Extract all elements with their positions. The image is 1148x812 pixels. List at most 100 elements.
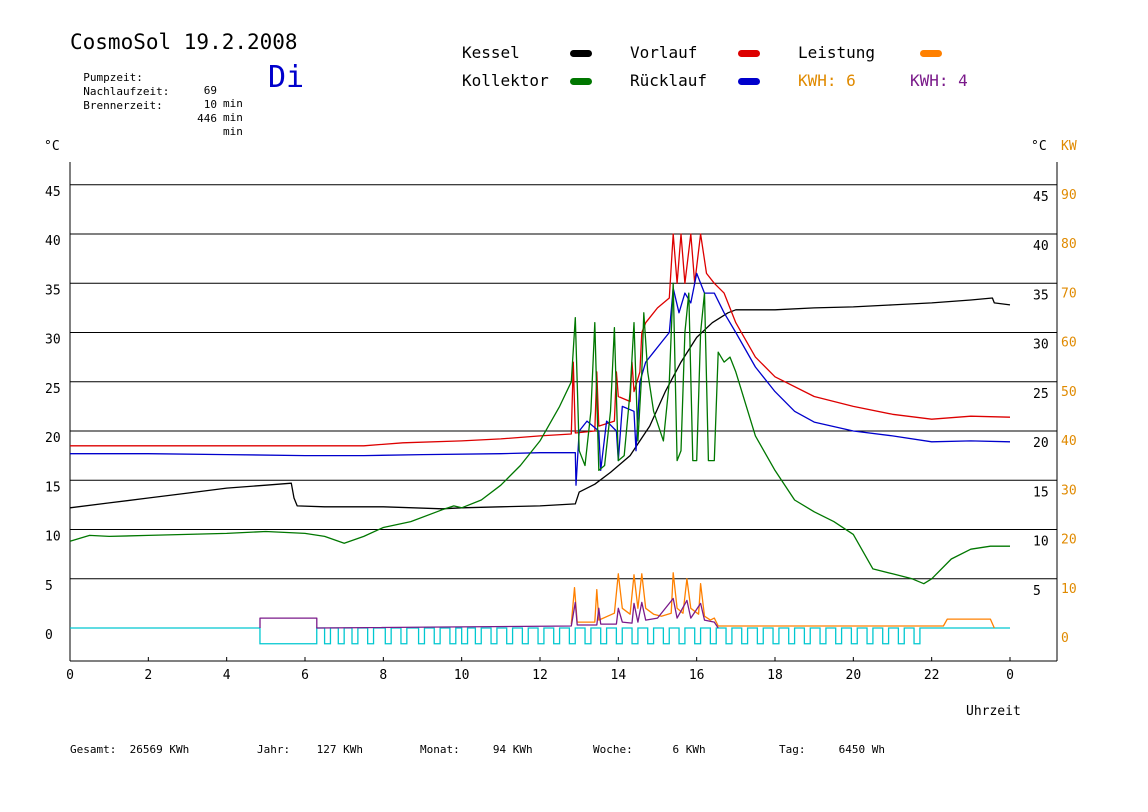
x-tick-label: 8 bbox=[379, 668, 387, 683]
y-tick-label-kw: 90 bbox=[1061, 188, 1077, 203]
stat-unit: min bbox=[223, 111, 243, 124]
series-kessel bbox=[69, 297, 1011, 510]
series-leistung bbox=[570, 572, 995, 629]
y-axis-label-left: °C bbox=[44, 139, 60, 154]
footer-gesamt: Gesamt: 26569 KWh bbox=[70, 743, 189, 756]
series-kollektor bbox=[69, 282, 1010, 585]
x-axis-label: Uhrzeit bbox=[966, 704, 1021, 719]
footer-jahr: Jahr: 127 KWh bbox=[257, 743, 363, 756]
y-tick-label-left: 5 bbox=[45, 579, 53, 594]
stat-label: Brennerzeit: bbox=[83, 99, 163, 112]
series-vorlauf bbox=[70, 233, 1011, 447]
legend-ruecklauf-swatch bbox=[738, 78, 760, 85]
x-tick-label: 18 bbox=[767, 668, 783, 683]
footer-label: Woche: bbox=[593, 743, 633, 756]
stat-label: Nachlaufzeit: bbox=[83, 85, 170, 98]
footer-woche: Woche: 6 KWh bbox=[593, 743, 706, 756]
series-kwh-purple bbox=[259, 597, 719, 629]
y-axis-label-right: °C bbox=[1031, 139, 1047, 154]
legend-kessel-swatch bbox=[570, 50, 592, 57]
y-tick-label-right: 20 bbox=[1033, 436, 1049, 451]
y-tick-label-left: 15 bbox=[45, 480, 61, 495]
footer-value: 127 KWh bbox=[316, 743, 363, 756]
footer-tag: Tag: 6450 Wh bbox=[779, 743, 885, 756]
y-tick-label-left: 40 bbox=[45, 234, 61, 249]
footer-value: 6 KWh bbox=[672, 743, 706, 756]
x-tick-label: 14 bbox=[611, 668, 627, 683]
footer-monat: Monat: 94 KWh bbox=[420, 743, 533, 756]
y-tick-label-right: 35 bbox=[1033, 288, 1049, 303]
stat-nachlaufzeit: Nachlaufzeit: 10 min bbox=[70, 72, 243, 124]
y-tick-label-kw: 20 bbox=[1061, 533, 1077, 548]
y-tick-label-kw: 60 bbox=[1061, 336, 1077, 351]
y-tick-label-right: 40 bbox=[1033, 239, 1049, 254]
stat-pumpzeit: Pumpzeit: 69 min bbox=[70, 58, 243, 110]
legend-kwh-purple: KWH: 4 bbox=[910, 71, 968, 90]
series-line bbox=[69, 282, 1010, 585]
weekday-label: Di bbox=[268, 60, 305, 95]
x-tick-label: 0 bbox=[1006, 668, 1014, 683]
x-tick-label: 12 bbox=[532, 668, 548, 683]
stat-label: Pumpzeit: bbox=[83, 71, 143, 84]
y-axis-label-kw: KW bbox=[1061, 139, 1077, 154]
legend-leistung-swatch bbox=[920, 50, 942, 57]
x-tick-label: 16 bbox=[689, 668, 705, 683]
y-tick-label-right: 5 bbox=[1033, 584, 1041, 599]
footer-label: Monat: bbox=[420, 743, 460, 756]
y-tick-label-kw: 30 bbox=[1061, 483, 1077, 498]
y-tick-label-left: 35 bbox=[45, 283, 61, 298]
y-tick-label-left: 45 bbox=[45, 185, 61, 200]
legend-kwh-orange: KWH: 6 bbox=[798, 71, 856, 90]
legend-kollektor-label: Kollektor bbox=[462, 71, 549, 90]
y-tick-label-right: 15 bbox=[1033, 485, 1049, 500]
legend-vorlauf-swatch bbox=[738, 50, 760, 57]
y-tick-label-right: 45 bbox=[1033, 190, 1049, 205]
series-line bbox=[70, 272, 1011, 486]
y-tick-label-kw: 10 bbox=[1061, 582, 1077, 597]
stat-value: 446 bbox=[197, 112, 217, 125]
pump-trace bbox=[70, 627, 1010, 645]
y-tick-label-left: 30 bbox=[45, 333, 61, 348]
chart-title: CosmoSol 19.2.2008 bbox=[70, 30, 298, 54]
stat-value: 69 bbox=[203, 84, 217, 97]
x-tick-label: 10 bbox=[454, 668, 470, 683]
stat-unit: min bbox=[223, 125, 243, 138]
footer-value: 6450 Wh bbox=[838, 743, 885, 756]
x-tick-label: 20 bbox=[846, 668, 862, 683]
series-line bbox=[70, 233, 1011, 447]
legend-kollektor-swatch bbox=[570, 78, 592, 85]
x-tick-label: 4 bbox=[223, 668, 231, 683]
y-tick-label-right: 30 bbox=[1033, 338, 1049, 353]
x-tick-label: 22 bbox=[924, 668, 940, 683]
legend-leistung-label: Leistung bbox=[798, 43, 876, 62]
series-line bbox=[69, 297, 1011, 510]
y-tick-label-left: 25 bbox=[45, 382, 61, 397]
y-tick-label-right: 25 bbox=[1033, 387, 1049, 402]
series-line bbox=[570, 572, 995, 629]
legend-vorlauf-label: Vorlauf bbox=[630, 43, 698, 62]
y-tick-label-left: 0 bbox=[45, 628, 53, 643]
y-tick-label-kw: 70 bbox=[1061, 286, 1077, 301]
y-tick-label-kw: 40 bbox=[1061, 434, 1077, 449]
y-tick-label-kw: 80 bbox=[1061, 237, 1077, 252]
series-line bbox=[259, 597, 719, 629]
x-tick-label: 2 bbox=[144, 668, 152, 683]
footer-value: 94 KWh bbox=[492, 743, 533, 756]
x-tick-label: 6 bbox=[301, 668, 309, 683]
footer-label: Gesamt: bbox=[70, 743, 117, 756]
y-tick-label-left: 10 bbox=[45, 530, 61, 545]
y-tick-label-kw: 0 bbox=[1061, 631, 1069, 646]
y-tick-label-left: 20 bbox=[45, 431, 61, 446]
series-r-cklauf bbox=[70, 272, 1011, 486]
stat-unit: min bbox=[223, 97, 243, 110]
x-tick-label: 0 bbox=[66, 668, 74, 683]
y-tick-label-kw: 50 bbox=[1061, 385, 1077, 400]
stat-brennerzeit: Brennerzeit: 446 min bbox=[70, 86, 243, 138]
stat-value: 10 bbox=[203, 98, 217, 111]
footer-label: Tag: bbox=[779, 743, 806, 756]
legend-kessel-label: Kessel bbox=[462, 43, 520, 62]
y-tick-label-right: 10 bbox=[1033, 535, 1049, 550]
footer-label: Jahr: bbox=[257, 743, 291, 756]
footer-value: 26569 KWh bbox=[129, 743, 190, 756]
